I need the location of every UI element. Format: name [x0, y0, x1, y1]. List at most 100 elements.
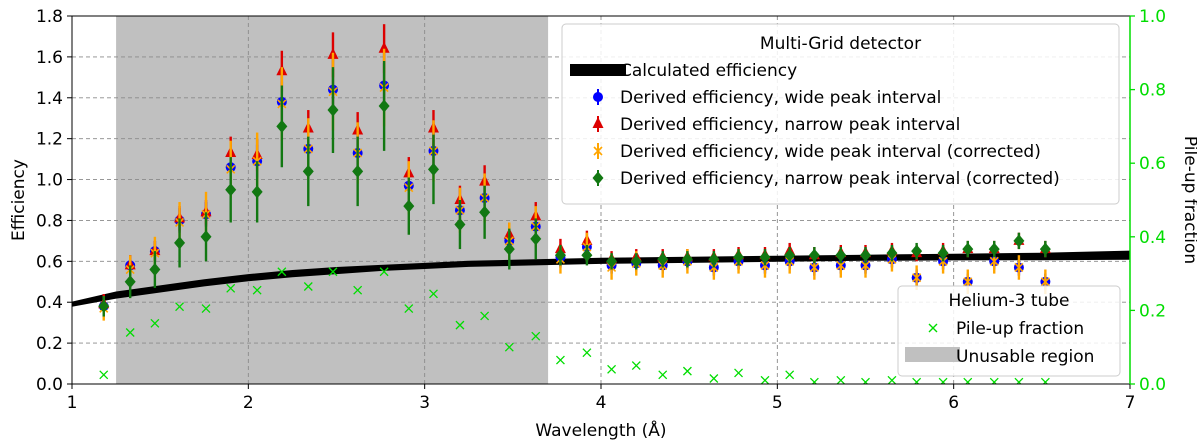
data-point-pileup: [150, 318, 160, 328]
data-point-pileup: [836, 375, 846, 384]
x-tick-label: 4: [596, 393, 607, 413]
data-point-pileup: [480, 311, 490, 321]
data-point-pileup: [734, 368, 743, 378]
data-point-narrow-corrected: [733, 250, 745, 264]
data-point-narrow-corrected: [276, 119, 288, 133]
data-point-pileup: [429, 289, 438, 299]
y-tick-label: 1.2: [36, 130, 63, 150]
data-point-narrow-corrected: [606, 254, 618, 268]
y-tick-label: 0.8: [36, 211, 63, 231]
data-point-pileup: [404, 304, 414, 314]
y2-tick-label: 1.0: [1139, 7, 1166, 27]
data-point-narrow-corrected: [302, 164, 314, 178]
data-point-narrow-corrected: [835, 248, 847, 262]
data-point-narrow-corrected: [1039, 242, 1051, 256]
data-point-pileup: [125, 328, 135, 337]
data-point-pileup: [99, 370, 109, 380]
data-point-pileup: [1014, 377, 1024, 384]
data-point-wide-corrected: [809, 261, 819, 274]
legend-helium3-entry: Unusable region: [956, 347, 1094, 367]
y2-tick-label: 0.6: [1139, 154, 1166, 174]
y-tick-label: 0.6: [36, 252, 63, 272]
data-point-narrow-corrected: [403, 199, 415, 213]
data-point-narrow-corrected: [911, 244, 923, 258]
data-point-narrow-corrected: [581, 248, 593, 262]
data-point-narrow-corrected: [759, 250, 771, 264]
legend-multigrid-entry: Derived efficiency, wide peak interval: [620, 88, 941, 108]
data-point-narrow-corrected: [251, 185, 263, 199]
data-point-pileup: [1040, 377, 1050, 384]
y-tick-label: 0.2: [36, 334, 63, 354]
data-point-pileup: [201, 304, 211, 314]
data-point-pileup: [303, 282, 313, 291]
legend-wide-marker: [593, 92, 603, 102]
legend-multigrid-box: [561, 23, 1120, 205]
legend-wide-corrected-marker: [593, 146, 603, 156]
legend-narrow-corrected-marker: [592, 171, 604, 185]
data-point-narrow-corrected: [530, 232, 542, 246]
data-point-pileup: [682, 366, 692, 376]
data-point-narrow-corrected: [630, 254, 642, 268]
data-point-pileup: [252, 285, 262, 295]
data-point-narrow-corrected: [149, 263, 161, 277]
data-point-narrow-corrected: [124, 275, 136, 289]
data-point-narrow-corrected: [454, 218, 466, 232]
x-tick-label: 3: [419, 393, 430, 413]
data-point-narrow-corrected: [1013, 234, 1025, 248]
data-point-narrow-corrected: [937, 246, 949, 260]
legend-multigrid-title: Multi-Grid detector: [760, 34, 921, 54]
data-point-pileup: [175, 302, 185, 312]
data-point-narrow-corrected: [378, 99, 390, 113]
data-point-wide-corrected: [989, 255, 999, 268]
legend-pileup-marker: [928, 323, 938, 333]
y-axis-label: Efficiency: [9, 159, 29, 241]
data-point-narrow-corrected: [174, 236, 186, 250]
data-point-narrow-corrected: [681, 252, 693, 266]
data-point-pileup: [455, 320, 465, 330]
y2-tick-label: 0.2: [1139, 301, 1166, 321]
data-point-pileup: [353, 285, 363, 295]
data-point-pileup: [379, 267, 389, 277]
data-point-narrow-corrected: [554, 248, 566, 262]
data-point-narrow-corrected: [200, 230, 212, 244]
y-tick-label: 1.0: [36, 171, 63, 191]
y2-tick-label: 0.8: [1139, 81, 1166, 101]
data-point-narrow-corrected: [327, 103, 339, 117]
legend-helium3: Helium-3 tube Pile-up fraction Unusable re…: [897, 285, 1121, 377]
data-point-narrow-corrected: [886, 246, 898, 260]
data-point-narrow-corrected: [657, 252, 669, 266]
legend-multigrid-entry: Derived efficiency, wide peak interval (…: [620, 142, 1041, 162]
data-point-pileup: [809, 377, 819, 384]
data-point-pileup: [631, 361, 641, 371]
calculated-efficiency-band: [72, 250, 1130, 307]
y-tick-label: 0.4: [36, 293, 63, 313]
data-point-narrow-corrected: [962, 242, 974, 256]
y2-tick-label: 0.0: [1139, 375, 1166, 395]
legend-multigrid: Multi-Grid detector Calculated efficiency…: [561, 23, 1120, 205]
data-point-pileup: [555, 355, 565, 365]
data-point-pileup: [912, 377, 922, 384]
data-point-pileup: [861, 377, 870, 384]
data-point-narrow-corrected: [503, 242, 515, 256]
data-point-narrow-corrected: [784, 248, 796, 262]
legend-multigrid-entry: Derived efficiency, narrow peak interval…: [620, 169, 1060, 189]
data-point-wide-corrected: [1014, 261, 1024, 274]
data-point-narrow-corrected: [808, 248, 820, 262]
legend-multigrid-entry: Derived efficiency, narrow peak interval: [620, 115, 960, 135]
data-point-pileup: [531, 331, 541, 341]
legend-unusable-swatch: [905, 347, 960, 362]
y-tick-label: 0.0: [36, 375, 63, 395]
y2-tick-label: 0.4: [1139, 228, 1166, 248]
legend-calculated-swatch: [570, 64, 626, 76]
y-tick-label: 1.8: [36, 7, 63, 27]
data-point-pileup: [277, 267, 287, 277]
data-point-pileup: [989, 377, 999, 384]
data-point-pileup: [658, 370, 668, 380]
data-point-wide-corrected: [912, 271, 922, 284]
y-tick-label: 1.4: [36, 89, 63, 109]
data-point-narrow-corrected: [988, 242, 1000, 256]
x-tick-label: 5: [772, 393, 783, 413]
legend-helium3-entry: Pile-up fraction: [956, 319, 1084, 339]
